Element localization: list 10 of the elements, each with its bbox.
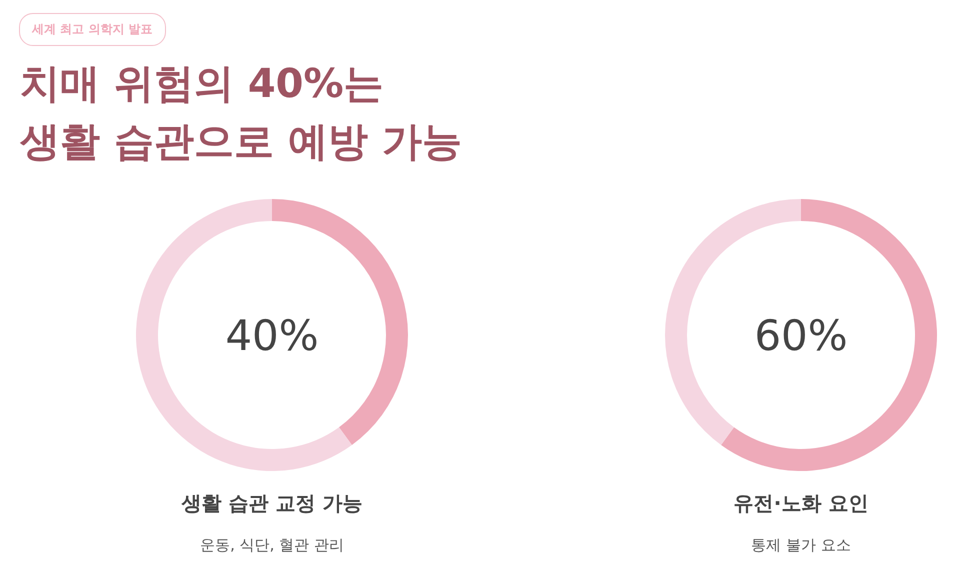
text: 유전·노화 요인 (734, 491, 868, 515)
text: 운동, 식단, 혈관 관리 (200, 536, 344, 554)
text: 통제 불가 요소 (751, 536, 851, 554)
text: 세계 최고 의학지 발표 (19, 13, 166, 46)
text: 치매 위험의 40%는 생활 습관으로 예방 가능 (20, 60, 462, 167)
donut-slice (136, 199, 352, 471)
donut-slice (721, 199, 937, 471)
text: 생활 습관 교정 가능 (180, 491, 362, 515)
text: 40% (225, 311, 319, 360)
text: 60% (754, 311, 848, 360)
